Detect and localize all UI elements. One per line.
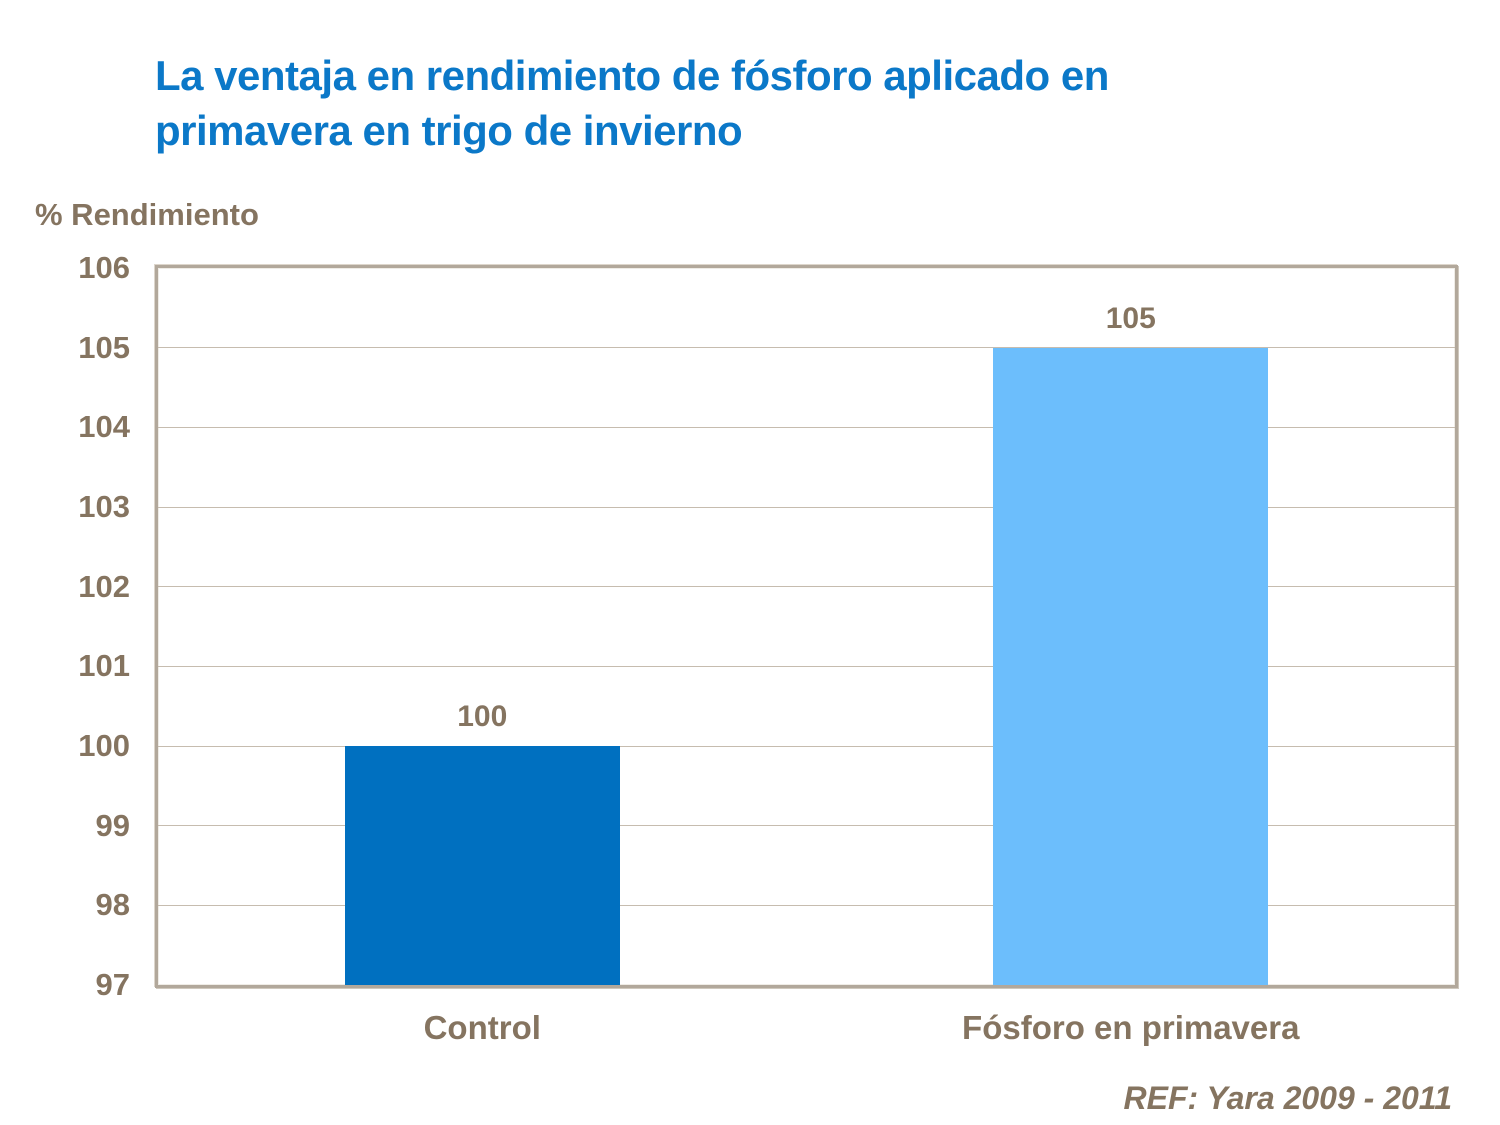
gridline-102 [158, 586, 1455, 588]
y-tick-label-102: 102 [78, 568, 130, 604]
gridline-105 [158, 347, 1455, 349]
chart-title-line1: La ventaja en rendimiento de fósforo apl… [155, 52, 1109, 99]
y-tick-label-99: 99 [95, 807, 130, 843]
x-axis-label-control: Control [423, 1009, 541, 1046]
gridline-101 [158, 665, 1455, 667]
y-tick-label-101: 101 [78, 648, 130, 684]
bar-control [344, 746, 620, 985]
reference-note: REF: Yara 2009 - 2011 [1123, 1080, 1453, 1116]
plot-area [155, 265, 1458, 988]
gridline-98 [158, 904, 1455, 906]
gridline-100 [158, 745, 1455, 747]
x-axis-label-fosforo-en-primavera: Fósforo en primavera [962, 1009, 1300, 1046]
y-axis-title: % Rendimiento [35, 197, 259, 232]
gridline-99 [158, 825, 1455, 827]
gridline-104 [158, 426, 1455, 428]
gridline-103 [158, 506, 1455, 508]
y-tick-label-97: 97 [95, 967, 130, 1002]
chart-title: La ventaja en rendimiento de fósforo apl… [155, 48, 1109, 158]
y-tick-label-98: 98 [95, 887, 130, 923]
y-tick-label-104: 104 [78, 409, 130, 445]
bar-fosforo-en-primavera [993, 347, 1269, 985]
y-tick-label-103: 103 [78, 489, 130, 524]
y-tick-label-100: 100 [78, 728, 130, 763]
y-axis-ticks: 97 98 99 100 101 102 103 104 105 106 [0, 0, 130, 1125]
y-tick-label-105: 105 [78, 329, 130, 365]
y-tick-label-106: 106 [78, 250, 130, 285]
chart-title-line2: primavera en trigo de invierno [155, 107, 743, 154]
